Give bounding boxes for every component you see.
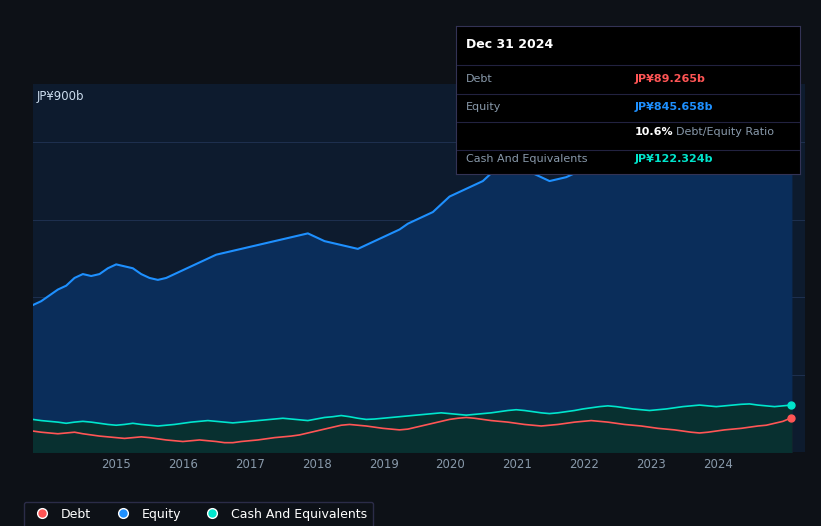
Text: Cash And Equivalents: Cash And Equivalents xyxy=(466,154,588,164)
Text: JP¥89.265b: JP¥89.265b xyxy=(635,74,706,84)
Text: Equity: Equity xyxy=(466,102,502,112)
Text: Debt: Debt xyxy=(466,74,493,84)
Text: JP¥122.324b: JP¥122.324b xyxy=(635,154,713,164)
Text: Debt/Equity Ratio: Debt/Equity Ratio xyxy=(677,127,774,137)
Legend: Debt, Equity, Cash And Equivalents: Debt, Equity, Cash And Equivalents xyxy=(24,502,374,526)
Text: Dec 31 2024: Dec 31 2024 xyxy=(466,38,553,51)
Text: JP¥0: JP¥0 xyxy=(37,436,62,449)
Text: JP¥900b: JP¥900b xyxy=(37,90,85,103)
Text: 10.6%: 10.6% xyxy=(635,127,673,137)
Text: JP¥845.658b: JP¥845.658b xyxy=(635,102,713,112)
